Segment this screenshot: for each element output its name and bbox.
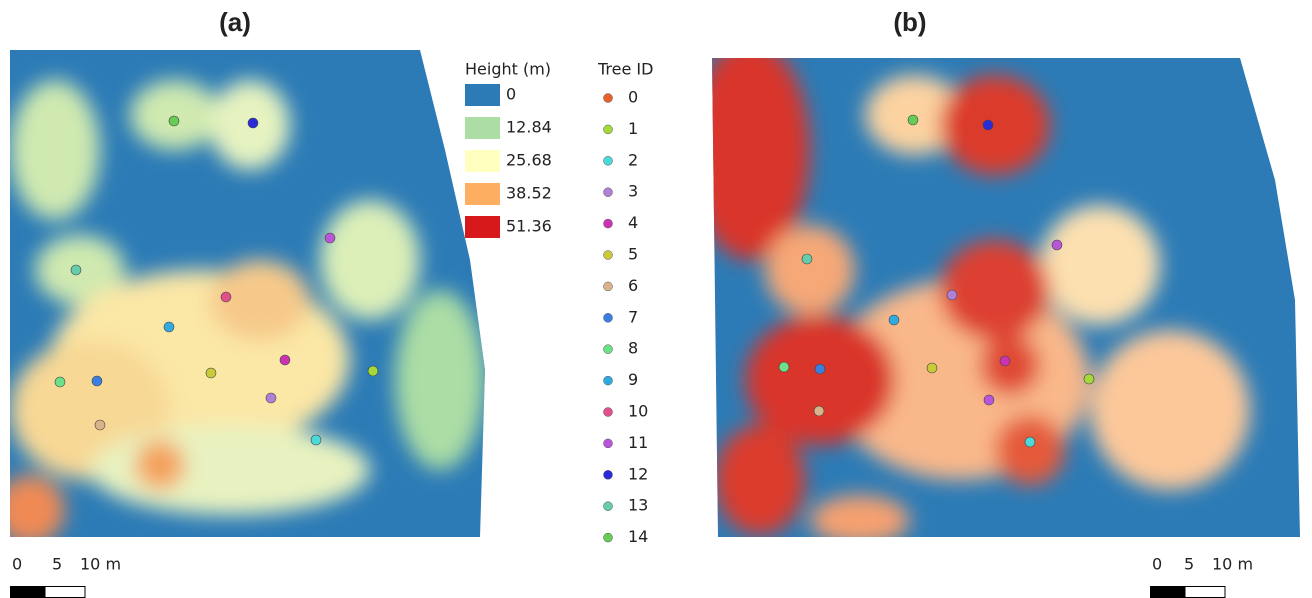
tree-point (1051, 239, 1063, 251)
legend-title: Tree ID (597, 60, 653, 79)
legend-label: 0 (628, 88, 638, 107)
legend-dot (603, 438, 613, 449)
tree-point (1083, 373, 1095, 385)
legend-label: 11 (628, 433, 648, 452)
panel-label: (b) (893, 7, 926, 37)
legend-label: 12.84 (506, 118, 552, 137)
legend-dot (603, 124, 613, 135)
tree-point (801, 253, 813, 265)
map-b (712, 58, 1300, 537)
scale-bar (44, 586, 86, 598)
legend-label: 38.52 (506, 184, 552, 203)
legend-swatch (465, 183, 500, 205)
legend-dot (603, 313, 613, 323)
tree-point (888, 314, 900, 326)
tree-point (999, 355, 1011, 367)
legend-swatch (465, 117, 500, 139)
legend-label: 3 (628, 182, 638, 201)
tree-point (310, 434, 322, 446)
scale-label: 5 (1184, 555, 1194, 574)
scale-label: 5 (52, 555, 62, 574)
legend-label: 13 (628, 496, 648, 515)
legend-label: 25.68 (506, 151, 552, 170)
tree-point (1024, 436, 1036, 448)
legend-dot (603, 250, 613, 260)
scale-label: 0 (12, 555, 22, 574)
legend-label: 8 (628, 339, 638, 358)
scale-bar (1150, 586, 1185, 598)
tree-point (982, 119, 994, 131)
legend-label: 10 (628, 402, 648, 421)
legend-label: 14 (628, 527, 648, 546)
legend-dot (603, 93, 613, 103)
panel-label: (a) (219, 7, 251, 37)
legend-dot (603, 375, 613, 386)
tree-point (367, 365, 379, 377)
map-a (10, 50, 485, 537)
scale-bar (1184, 586, 1226, 598)
tree-point (163, 321, 175, 333)
legend-label: 0 (506, 85, 516, 104)
legend-dot (603, 156, 613, 166)
tree-point (205, 367, 217, 379)
legend-dot (603, 407, 613, 417)
legend-label: 9 (628, 370, 638, 389)
legend-dot (603, 218, 613, 229)
tree-point (94, 419, 106, 431)
tree-point (813, 405, 825, 417)
tree-point (946, 289, 958, 301)
legend-swatch (465, 84, 500, 106)
scale-bar (10, 586, 45, 598)
scale-label: 10 m (1212, 555, 1253, 574)
tree-point (54, 376, 66, 388)
tree-point (220, 291, 232, 303)
tree-point (91, 375, 103, 387)
scale-label: 10 m (80, 555, 121, 574)
tree-point (907, 114, 919, 126)
legend-dot (603, 470, 613, 480)
legend-dot (603, 187, 613, 197)
legend-label: 2 (628, 150, 638, 169)
legend-label: 51.36 (506, 217, 552, 236)
legend-label: 1 (628, 119, 638, 138)
tree-point (983, 394, 995, 406)
legend-dot (603, 532, 613, 543)
legend-swatch (465, 150, 500, 172)
tree-point (814, 363, 826, 375)
legend-dot (603, 281, 613, 292)
tree-point (70, 264, 82, 276)
legend-dot (603, 344, 613, 354)
tree-point (279, 354, 291, 366)
tree-point (324, 232, 336, 244)
tree-point (778, 361, 790, 373)
legend-title: Height (m) (465, 60, 551, 79)
legend-label: 7 (628, 307, 638, 326)
tree-point (265, 392, 277, 404)
legend-label: 4 (628, 213, 638, 232)
scale-label: 0 (1152, 555, 1162, 574)
legend-label: 6 (628, 276, 638, 295)
legend-label: 5 (628, 245, 638, 264)
tree-point (247, 117, 259, 129)
tree-point (168, 115, 180, 127)
legend-dot (603, 501, 613, 511)
legend-swatch (465, 216, 500, 238)
tree-point (926, 362, 938, 374)
legend-label: 12 (628, 464, 648, 483)
